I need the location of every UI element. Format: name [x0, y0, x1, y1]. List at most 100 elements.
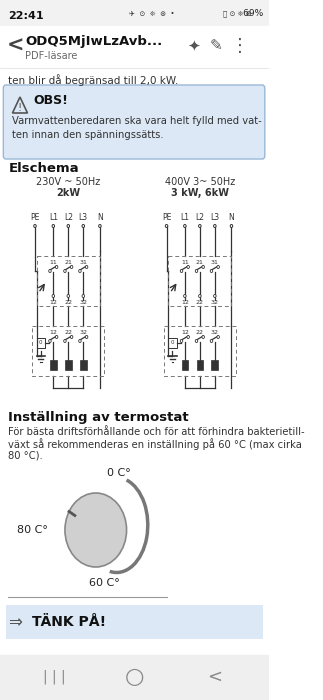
Text: PE: PE — [30, 214, 40, 223]
Text: 80 °C).: 80 °C). — [8, 451, 43, 461]
Text: 22: 22 — [196, 330, 204, 335]
Circle shape — [165, 225, 168, 228]
Text: PE: PE — [162, 214, 171, 223]
Text: 22:41: 22:41 — [8, 11, 44, 21]
Text: 22: 22 — [64, 300, 72, 305]
Circle shape — [64, 270, 66, 272]
Text: Elschema: Elschema — [8, 162, 79, 174]
Text: ✎: ✎ — [210, 38, 223, 53]
Circle shape — [214, 295, 216, 298]
Text: N: N — [229, 214, 234, 223]
Circle shape — [49, 340, 51, 342]
Text: 2kW: 2kW — [56, 188, 80, 198]
Text: OBS!: OBS! — [33, 94, 68, 108]
Text: 21: 21 — [64, 260, 72, 265]
Text: L1: L1 — [180, 214, 189, 223]
Circle shape — [67, 295, 69, 298]
Circle shape — [210, 270, 213, 272]
Bar — [0, 655, 269, 700]
Text: ⬛ ⊙ ❊ ⊛: ⬛ ⊙ ❊ ⊛ — [223, 10, 252, 18]
Text: ✈  ⊙  ❊  ⊛  •: ✈ ⊙ ❊ ⊛ • — [129, 11, 174, 17]
Circle shape — [187, 335, 189, 339]
Circle shape — [55, 265, 58, 269]
Text: N: N — [97, 214, 103, 223]
Bar — [80, 360, 87, 370]
Text: 80 C°: 80 C° — [17, 525, 48, 535]
Text: 11: 11 — [49, 260, 57, 265]
Circle shape — [99, 225, 101, 228]
Text: 69%: 69% — [223, 10, 263, 18]
Text: Inställning av termostat: Inställning av termostat — [8, 412, 189, 424]
Circle shape — [199, 225, 201, 228]
Text: 31: 31 — [211, 260, 219, 265]
Text: ODQ5MjIwLzAvb...: ODQ5MjIwLzAvb... — [25, 34, 162, 48]
Bar — [182, 360, 188, 370]
Circle shape — [195, 340, 198, 342]
Bar — [196, 360, 203, 370]
Circle shape — [52, 295, 55, 298]
Text: L2: L2 — [195, 214, 204, 223]
Text: | | |: | | | — [43, 670, 66, 685]
Text: 32: 32 — [79, 300, 87, 305]
Text: 230V ~ 50Hz: 230V ~ 50Hz — [36, 177, 100, 187]
Circle shape — [55, 335, 58, 339]
Bar — [0, 26, 269, 68]
Text: 0: 0 — [39, 340, 43, 346]
Bar — [6, 605, 263, 639]
Circle shape — [217, 265, 219, 269]
Bar — [212, 360, 218, 370]
Text: ⇒: ⇒ — [8, 613, 22, 631]
Text: L2: L2 — [64, 214, 73, 223]
Bar — [168, 338, 177, 348]
Circle shape — [34, 225, 36, 228]
Bar — [168, 256, 232, 306]
Text: Varmvattenberedaren ska vara helt fylld med vat-: Varmvattenberedaren ska vara helt fylld … — [12, 116, 261, 126]
Text: 60 C°: 60 C° — [89, 578, 120, 588]
Text: L1: L1 — [49, 214, 58, 223]
Text: 3 kW, 6kW: 3 kW, 6kW — [171, 188, 229, 198]
Circle shape — [183, 295, 186, 298]
Circle shape — [183, 225, 186, 228]
Circle shape — [217, 335, 219, 339]
Text: L3: L3 — [79, 214, 88, 223]
Circle shape — [199, 295, 201, 298]
Circle shape — [230, 225, 233, 228]
Text: PDF-läsare: PDF-läsare — [25, 51, 77, 61]
Circle shape — [49, 270, 51, 272]
Bar — [164, 326, 236, 376]
Circle shape — [70, 335, 73, 339]
Text: 32: 32 — [211, 330, 219, 335]
Text: 31: 31 — [79, 260, 87, 265]
Circle shape — [214, 225, 216, 228]
Circle shape — [202, 335, 204, 339]
Circle shape — [82, 225, 85, 228]
Text: 32: 32 — [211, 300, 219, 305]
Text: 0 C°: 0 C° — [107, 468, 131, 478]
Text: ten blir då begränsad till 2,0 kW.: ten blir då begränsad till 2,0 kW. — [8, 74, 179, 86]
Circle shape — [187, 265, 189, 269]
Circle shape — [82, 295, 85, 298]
Text: 11: 11 — [181, 260, 189, 265]
FancyBboxPatch shape — [3, 85, 265, 159]
Circle shape — [195, 270, 198, 272]
Circle shape — [70, 265, 73, 269]
Text: 22: 22 — [196, 300, 204, 305]
Circle shape — [85, 265, 88, 269]
Text: TÄNK PÅ!: TÄNK PÅ! — [32, 615, 106, 629]
Bar — [33, 326, 104, 376]
Circle shape — [202, 265, 204, 269]
Bar — [0, 0, 269, 26]
Circle shape — [85, 335, 88, 339]
Text: 0: 0 — [171, 340, 174, 346]
Text: 400V 3~ 50Hz: 400V 3~ 50Hz — [165, 177, 235, 187]
Text: 32: 32 — [79, 330, 87, 335]
Text: 12: 12 — [49, 300, 57, 305]
Circle shape — [79, 270, 81, 272]
Circle shape — [52, 225, 55, 228]
Text: ✦: ✦ — [187, 38, 200, 53]
Text: växt så rekommenderas en inställning på 60 °C (max cirka: växt så rekommenderas en inställning på … — [8, 438, 302, 450]
Text: ten innan den spänningssätts.: ten innan den spänningssätts. — [12, 130, 163, 140]
Text: 12: 12 — [181, 330, 189, 335]
Circle shape — [180, 270, 183, 272]
Bar — [36, 338, 45, 348]
